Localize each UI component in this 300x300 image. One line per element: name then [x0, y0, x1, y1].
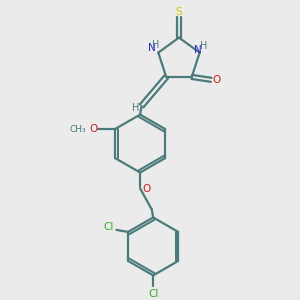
Text: H: H [152, 40, 159, 50]
Text: S: S [176, 7, 182, 17]
Text: H: H [131, 103, 139, 113]
Text: O: O [142, 184, 151, 194]
Text: N: N [148, 43, 156, 53]
Text: CH₃: CH₃ [70, 125, 86, 134]
Text: O: O [90, 124, 98, 134]
Text: N: N [194, 45, 202, 55]
Text: Cl: Cl [148, 289, 158, 299]
Text: O: O [212, 75, 220, 85]
Text: Cl: Cl [103, 222, 114, 232]
Text: H: H [200, 41, 207, 51]
